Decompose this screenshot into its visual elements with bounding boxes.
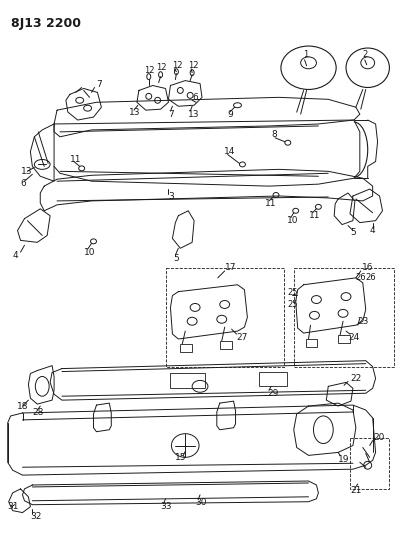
Text: 13: 13 [21,167,32,176]
Text: 12: 12 [155,63,166,72]
Text: 21: 21 [349,487,360,495]
Text: 14: 14 [223,147,234,156]
Text: 9: 9 [227,110,233,119]
Text: 11: 11 [264,199,276,208]
Bar [219,341,231,349]
Text: 4: 4 [369,226,374,235]
Text: 33: 33 [160,502,172,511]
Text: 25: 25 [287,300,298,309]
Bar [258,372,286,386]
Text: 26: 26 [365,273,375,282]
Text: 11: 11 [308,211,319,220]
Text: 6: 6 [21,179,26,188]
Text: 7: 7 [96,80,102,89]
Bar [349,438,388,489]
Text: 16: 16 [361,263,372,272]
Text: 31: 31 [8,502,19,511]
Bar [170,373,205,389]
Text: 17: 17 [224,263,236,272]
Text: 10: 10 [83,248,95,257]
Text: 22: 22 [349,374,360,383]
Text: 23: 23 [357,317,368,326]
Text: 24: 24 [347,333,358,342]
Text: 5: 5 [173,254,179,263]
Text: 12: 12 [188,61,198,70]
Text: 29: 29 [266,389,278,398]
Text: 8: 8 [271,131,276,139]
Text: 32: 32 [30,512,42,521]
Text: 10: 10 [286,216,298,225]
Text: 30: 30 [195,498,206,507]
Text: 25: 25 [287,288,298,297]
Text: 12: 12 [172,61,183,70]
Text: 19: 19 [337,455,349,464]
Text: 13: 13 [129,108,140,117]
Text: 4: 4 [13,251,18,260]
Bar [293,268,393,367]
Text: 2: 2 [362,51,367,60]
Text: 13: 13 [188,110,199,119]
Text: 7: 7 [168,110,174,119]
Text: 1: 1 [302,51,307,60]
Text: 20: 20 [373,433,384,442]
Text: 15: 15 [175,453,186,462]
Text: 8J13 2200: 8J13 2200 [11,18,81,30]
Text: 28: 28 [32,408,44,417]
Bar [165,268,283,367]
Bar [337,335,349,343]
Text: 18: 18 [17,401,28,410]
Bar [305,339,317,347]
Bar [180,344,192,352]
Text: 11: 11 [70,155,81,164]
Text: 3: 3 [168,192,174,201]
Text: 26: 26 [354,273,365,282]
Text: 6: 6 [192,93,197,102]
Text: 12: 12 [143,66,154,75]
Text: 5: 5 [349,228,355,237]
Text: 27: 27 [236,333,247,342]
